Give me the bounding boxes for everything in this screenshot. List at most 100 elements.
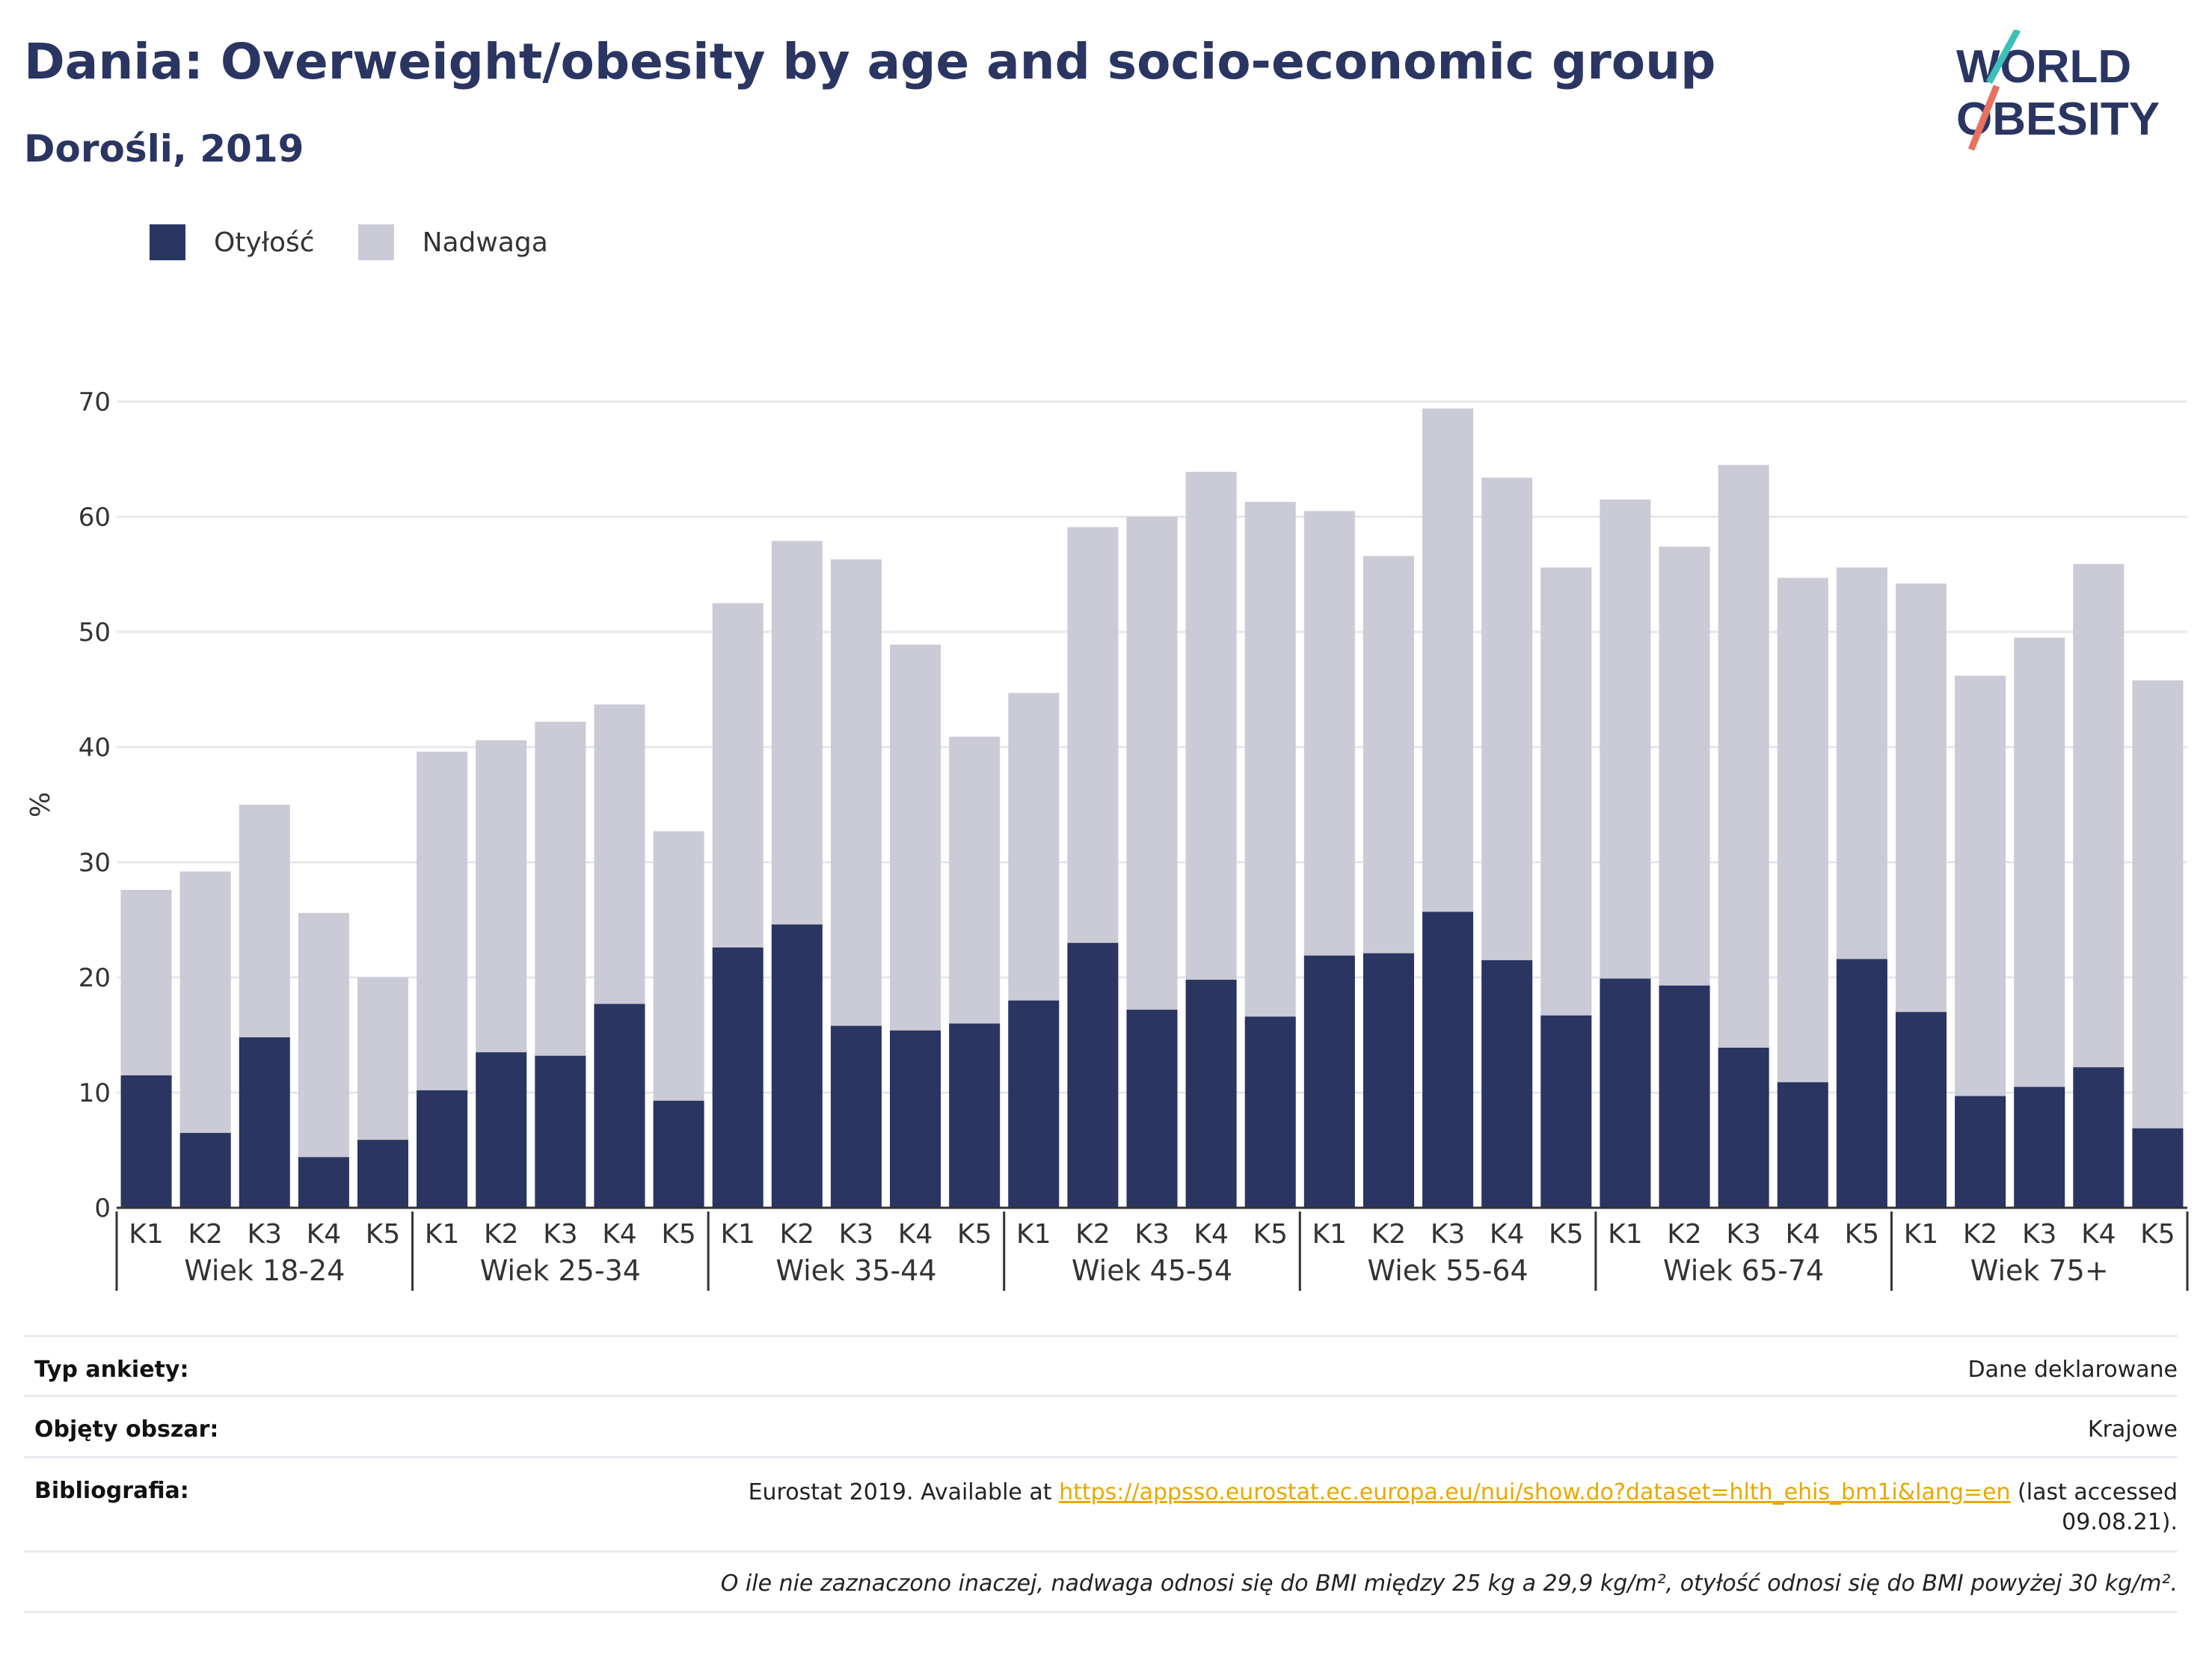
x-tick-label-K3: K3 <box>1726 1219 1761 1250</box>
bar-overweight-Wiek18-24-K1 <box>120 889 172 1075</box>
bar-overweight-Wiek35-44-K2 <box>771 541 823 925</box>
bibliography-link[interactable]: https://appsso.eurostat.ec.europa.eu/nui… <box>1059 1479 2011 1505</box>
bar-obesity-Wiek65-74-K3 <box>1718 1047 1769 1208</box>
bar-obesity-Wiek45-54-K4 <box>1185 980 1237 1208</box>
bar-obesity-Wiek55-64-K4 <box>1481 959 1533 1208</box>
y-axis-label: % <box>25 792 56 817</box>
legend-swatch-overweight <box>357 224 394 260</box>
bar-obesity-Wiek35-44-K1 <box>712 947 764 1208</box>
x-tick-label-K5: K5 <box>1549 1219 1584 1250</box>
x-tick-label-K4: K4 <box>898 1219 933 1250</box>
bar-obesity-Wiek55-64-K1 <box>1303 955 1355 1208</box>
bar-overweight-Wiek25-34-K3 <box>535 722 586 1056</box>
bar-obesity-Wiek65-74-K2 <box>1659 985 1710 1208</box>
legend-label-overweight: Nadwaga <box>422 227 548 258</box>
legend-item-overweight: Nadwaga <box>357 224 548 260</box>
x-tick-label-K1: K1 <box>720 1219 755 1250</box>
bar-overweight-Wiek55-64-K5 <box>1540 567 1592 1016</box>
bar-overweight-Wiek25-34-K5 <box>653 831 704 1101</box>
x-tick-label-K2: K2 <box>1963 1219 1998 1250</box>
bar-overweight-Wiek25-34-K4 <box>594 704 645 1004</box>
x-tick-label-K4: K4 <box>1490 1219 1525 1250</box>
x-tick-label-K1: K1 <box>1016 1219 1051 1250</box>
x-tick-label-K5: K5 <box>661 1219 696 1250</box>
bar-overweight-Wiek65-74-K1 <box>1600 499 1651 979</box>
definition-note: O ile nie zaznaczono inaczej, nadwaga od… <box>720 1570 2178 1597</box>
x-tick-label-K4: K4 <box>2081 1219 2116 1250</box>
bar-overweight-Wiek75+-K4 <box>2073 564 2125 1068</box>
x-tick-label-K3: K3 <box>1134 1219 1170 1250</box>
x-tick-label-K2: K2 <box>1371 1219 1407 1250</box>
x-tick-label-K3: K3 <box>543 1219 578 1250</box>
bar-obesity-Wiek75+-K2 <box>1955 1096 2006 1208</box>
coverage-label: Objęty obszar: <box>34 1416 219 1443</box>
y-tick-label-0: 0 <box>94 1194 111 1223</box>
x-tick-label-K5: K5 <box>366 1219 401 1250</box>
bibliography-accessed-date: 09.08.21). <box>2062 1509 2178 1535</box>
y-tick-label-30: 30 <box>79 848 111 878</box>
bar-obesity-Wiek75+-K1 <box>1895 1012 1947 1208</box>
x-tick-label-K2: K2 <box>780 1219 815 1250</box>
x-tick-label-K1: K1 <box>1608 1219 1643 1250</box>
x-tick-label-K4: K4 <box>602 1219 637 1250</box>
bar-obesity-Wiek45-54-K3 <box>1126 1010 1178 1208</box>
legend-label-obesity: Otyłość <box>214 227 315 258</box>
y-tick-label-40: 40 <box>79 733 111 763</box>
bibliography-suffix: (last accessed <box>2010 1479 2178 1505</box>
legend-item-obesity: Otyłość <box>150 224 315 260</box>
x-tick-label-K5: K5 <box>2140 1219 2175 1250</box>
bar-overweight-Wiek65-74-K4 <box>1777 577 1828 1083</box>
group-label: Wiek 55-64 <box>1367 1254 1528 1287</box>
x-tick-label-K3: K3 <box>248 1219 283 1250</box>
x-tick-label-K2: K2 <box>484 1219 519 1250</box>
x-tick-label-K1: K1 <box>1312 1219 1348 1250</box>
x-tick-label-K4: K4 <box>1785 1219 1820 1250</box>
bar-obesity-Wiek25-34-K4 <box>594 1004 645 1208</box>
info-row-bibliography: Bibliografia: Eurostat 2019. Available a… <box>24 1456 2178 1550</box>
x-tick-label-K3: K3 <box>839 1219 874 1250</box>
bibliography-prefix: Eurostat 2019. Available at <box>748 1479 1060 1505</box>
bar-obesity-Wiek25-34-K5 <box>653 1100 704 1208</box>
bar-overweight-Wiek25-34-K2 <box>476 740 527 1053</box>
y-tick-label-20: 20 <box>79 963 111 993</box>
x-tick-label-K4: K4 <box>1193 1219 1229 1250</box>
bar-overweight-Wiek45-54-K4 <box>1185 471 1237 980</box>
bar-overweight-Wiek25-34-K1 <box>417 752 468 1090</box>
bar-obesity-Wiek35-44-K5 <box>949 1023 1001 1208</box>
bar-obesity-Wiek18-24-K5 <box>357 1140 409 1208</box>
bar-obesity-Wiek65-74-K1 <box>1600 978 1651 1208</box>
group-label: Wiek 25-34 <box>480 1254 641 1287</box>
bar-overweight-Wiek18-24-K2 <box>179 871 231 1133</box>
info-row-survey-type: Typ ankiety: Dane deklarowane <box>24 1335 2178 1395</box>
bar-chart: 0 10 20 30 40 50 60 70% K1 K2 K3 K4 K5 Wiek 18-24 K1 K2… <box>25 387 2189 1291</box>
bibliography-value: Eurostat 2019. Available at https://apps… <box>749 1478 2178 1538</box>
world-obesity-logo: WORLD OBESITY <box>1956 30 2160 151</box>
bar-overweight-Wiek75+-K1 <box>1895 583 1947 1013</box>
bar-obesity-Wiek45-54-K2 <box>1067 942 1119 1208</box>
bar-overweight-Wiek55-64-K1 <box>1303 511 1355 956</box>
bar-obesity-Wiek55-64-K2 <box>1362 953 1414 1208</box>
x-tick-label-K5: K5 <box>957 1219 992 1250</box>
legend-swatch-obesity <box>150 224 185 260</box>
x-tick-label-K4: K4 <box>307 1219 342 1250</box>
y-tick-label-50: 50 <box>79 618 111 648</box>
survey-type-value: Dane deklarowane <box>1967 1357 2178 1383</box>
bar-overweight-Wiek55-64-K2 <box>1362 556 1414 954</box>
info-row-note: O ile nie zaznaczono inaczej, nadwaga od… <box>24 1550 2178 1613</box>
bar-overweight-Wiek45-54-K5 <box>1244 501 1296 1017</box>
group-label: Wiek 75+ <box>1970 1254 2109 1287</box>
bar-obesity-Wiek18-24-K3 <box>239 1037 290 1208</box>
bar-overweight-Wiek75+-K2 <box>1955 675 2006 1096</box>
x-tick-label-K5: K5 <box>1845 1219 1880 1250</box>
x-tick-label-K5: K5 <box>1253 1219 1288 1250</box>
bar-obesity-Wiek75+-K4 <box>2073 1067 2125 1208</box>
bar-obesity-Wiek45-54-K5 <box>1244 1016 1296 1208</box>
bar-obesity-Wiek35-44-K2 <box>771 924 823 1208</box>
bar-overweight-Wiek65-74-K2 <box>1659 547 1710 986</box>
bar-obesity-Wiek35-44-K4 <box>890 1030 941 1208</box>
bar-obesity-Wiek25-34-K1 <box>417 1090 468 1208</box>
x-tick-label-K2: K2 <box>188 1219 223 1250</box>
bar-overweight-Wiek35-44-K3 <box>830 559 882 1026</box>
bar-obesity-Wiek65-74-K5 <box>1836 959 1887 1208</box>
survey-type-label: Typ ankiety: <box>34 1357 189 1383</box>
